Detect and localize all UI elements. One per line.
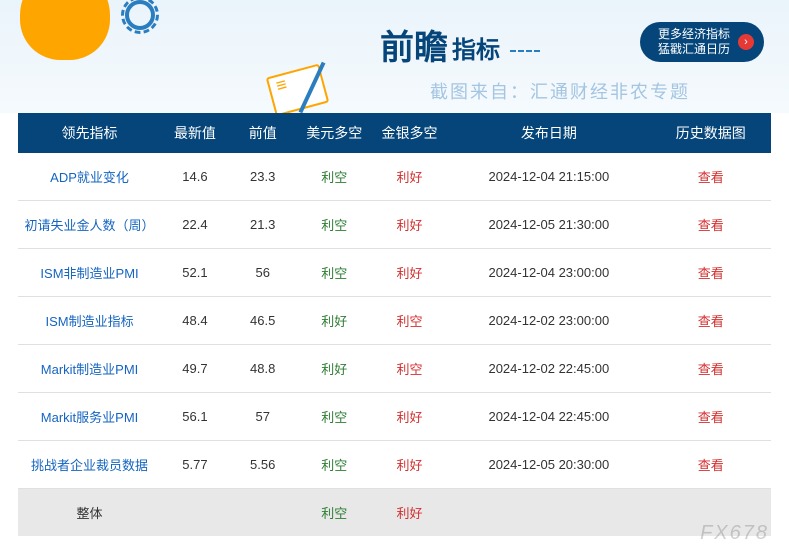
gear-icon — [125, 0, 155, 30]
table-row: ISM制造业指标48.446.5利好利空2024-12-02 23:00:00查… — [18, 297, 771, 345]
view-history-link[interactable]: 查看 — [650, 345, 771, 393]
indicator-name[interactable]: ISM制造业指标 — [18, 297, 161, 345]
table-row: ISM非制造业PMI52.156利空利好2024-12-04 23:00:00查… — [18, 249, 771, 297]
table-row: Markit制造业PMI49.748.8利好利空2024-12-02 22:45… — [18, 345, 771, 393]
indicators-table-wrap: 领先指标最新值前值美元多空金银多空发布日期历史数据图 ADP就业变化14.623… — [18, 113, 771, 536]
latest-value: 49.7 — [161, 345, 229, 393]
banner-title-main: 前瞻 — [380, 20, 448, 69]
col-header-latest: 最新值 — [161, 113, 229, 153]
publish-date — [447, 489, 650, 537]
banner-deco-left — [20, 0, 110, 60]
usd-signal: 利空 — [297, 489, 372, 537]
publish-date: 2024-12-04 22:45:00 — [447, 393, 650, 441]
latest-value: 52.1 — [161, 249, 229, 297]
indicator-name[interactable]: 挑战者企业裁员数据 — [18, 441, 161, 489]
usd-signal: 利空 — [297, 153, 372, 201]
prev-value: 5.56 — [229, 441, 297, 489]
view-history-link[interactable]: 查看 — [650, 297, 771, 345]
prev-value: 57 — [229, 393, 297, 441]
table-row: 初请失业金人数（周）22.421.3利空利好2024-12-05 21:30:0… — [18, 201, 771, 249]
lightbulb-icon — [20, 0, 110, 60]
publish-date: 2024-12-05 21:30:00 — [447, 201, 650, 249]
view-history-link[interactable]: 查看 — [650, 393, 771, 441]
indicator-name: 整体 — [18, 489, 161, 537]
col-header-date: 发布日期 — [447, 113, 650, 153]
gold-signal: 利空 — [372, 345, 447, 393]
view-history-link[interactable]: 查看 — [650, 441, 771, 489]
pill-line1: 更多经济指标 — [658, 27, 730, 42]
banner-caption: 截图来自：汇通财经非农专题 — [430, 78, 690, 104]
usd-signal: 利空 — [297, 201, 372, 249]
col-header-gold: 金银多空 — [372, 113, 447, 153]
prev-value: 56 — [229, 249, 297, 297]
latest-value: 22.4 — [161, 201, 229, 249]
gold-signal: 利好 — [372, 441, 447, 489]
view-history-link[interactable]: 查看 — [650, 153, 771, 201]
prev-value: 21.3 — [229, 201, 297, 249]
prev-value — [229, 489, 297, 537]
banner-title-sub: 指标 — [452, 30, 500, 65]
gold-signal: 利好 — [372, 249, 447, 297]
col-header-hist: 历史数据图 — [650, 113, 771, 153]
gold-signal: 利好 — [372, 153, 447, 201]
view-history-link — [650, 489, 771, 537]
view-history-link[interactable]: 查看 — [650, 201, 771, 249]
table-row: ADP就业变化14.623.3利空利好2024-12-04 21:15:00查看 — [18, 153, 771, 201]
banner-title-dash — [510, 50, 540, 52]
usd-signal: 利空 — [297, 249, 372, 297]
latest-value — [161, 489, 229, 537]
table-header-row: 领先指标最新值前值美元多空金银多空发布日期历史数据图 — [18, 113, 771, 153]
indicators-table: 领先指标最新值前值美元多空金银多空发布日期历史数据图 ADP就业变化14.623… — [18, 113, 771, 536]
gold-signal: 利好 — [372, 201, 447, 249]
usd-signal: 利好 — [297, 345, 372, 393]
chevron-right-icon: › — [738, 34, 754, 50]
view-history-link[interactable]: 查看 — [650, 249, 771, 297]
usd-signal: 利空 — [297, 393, 372, 441]
indicator-name[interactable]: 初请失业金人数（周） — [18, 201, 161, 249]
prev-value: 46.5 — [229, 297, 297, 345]
table-row: 挑战者企业裁员数据5.775.56利空利好2024-12-05 20:30:00… — [18, 441, 771, 489]
banner-deco-mid — [270, 70, 325, 110]
indicator-name[interactable]: ADP就业变化 — [18, 153, 161, 201]
latest-value: 56.1 — [161, 393, 229, 441]
banner: 前瞻 指标 更多经济指标 猛戳汇通日历 › 截图来自：汇通财经非农专题 — [0, 0, 789, 113]
usd-signal: 利好 — [297, 297, 372, 345]
gold-signal: 利好 — [372, 489, 447, 537]
publish-date: 2024-12-05 20:30:00 — [447, 441, 650, 489]
col-header-prev: 前值 — [229, 113, 297, 153]
more-indicators-button[interactable]: 更多经济指标 猛戳汇通日历 › — [640, 22, 764, 62]
col-header-indicator: 领先指标 — [18, 113, 161, 153]
gold-signal: 利好 — [372, 393, 447, 441]
publish-date: 2024-12-02 23:00:00 — [447, 297, 650, 345]
indicator-name[interactable]: ISM非制造业PMI — [18, 249, 161, 297]
table-row: Markit服务业PMI56.157利空利好2024-12-04 22:45:0… — [18, 393, 771, 441]
latest-value: 14.6 — [161, 153, 229, 201]
col-header-usd: 美元多空 — [297, 113, 372, 153]
indicator-name[interactable]: Markit服务业PMI — [18, 393, 161, 441]
indicator-name[interactable]: Markit制造业PMI — [18, 345, 161, 393]
publish-date: 2024-12-04 21:15:00 — [447, 153, 650, 201]
table-summary-row: 整体 利空利好 — [18, 489, 771, 537]
latest-value: 5.77 — [161, 441, 229, 489]
prev-value: 23.3 — [229, 153, 297, 201]
publish-date: 2024-12-04 23:00:00 — [447, 249, 650, 297]
publish-date: 2024-12-02 22:45:00 — [447, 345, 650, 393]
prev-value: 48.8 — [229, 345, 297, 393]
pill-line2: 猛戳汇通日历 — [658, 42, 730, 57]
usd-signal: 利空 — [297, 441, 372, 489]
gold-signal: 利空 — [372, 297, 447, 345]
latest-value: 48.4 — [161, 297, 229, 345]
